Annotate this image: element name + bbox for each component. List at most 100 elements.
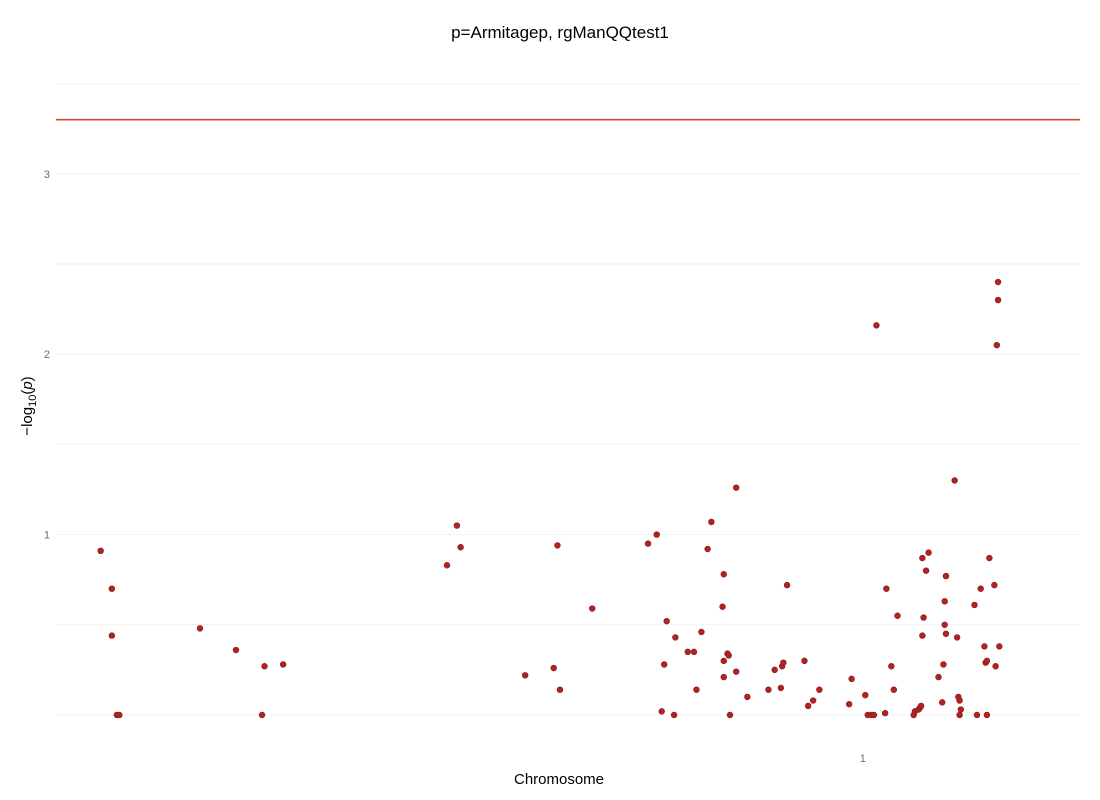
y-tick-labels: 1 2 3 (44, 169, 50, 542)
data-point (942, 572, 950, 580)
data-point (940, 661, 947, 668)
data-point (942, 630, 950, 637)
data-point (550, 664, 557, 672)
data-point (698, 628, 705, 636)
y-tick-label: 3 (44, 169, 50, 181)
x-tick-label: 1 (860, 753, 866, 765)
y-axis-label-variable: p (19, 381, 36, 390)
data-point (848, 675, 855, 683)
data-point (981, 643, 988, 650)
gridlines (56, 83, 1080, 716)
data-point (890, 686, 898, 693)
data-point (983, 711, 991, 719)
data-point (704, 545, 711, 553)
data-point (873, 322, 880, 329)
data-point (116, 711, 123, 719)
data-point (780, 659, 787, 666)
data-point (888, 663, 895, 670)
y-axis-label-open: ( (19, 390, 36, 395)
data-point (279, 661, 287, 668)
data-point (883, 585, 890, 592)
data-point (719, 603, 726, 610)
data-point (663, 617, 670, 625)
data-point (108, 632, 116, 639)
x-axis-label: Chromosome (514, 771, 604, 788)
data-point (556, 686, 564, 693)
data-point (660, 661, 668, 668)
data-point (919, 554, 926, 562)
data-point (986, 554, 993, 562)
data-point (672, 634, 679, 641)
data-point (453, 522, 461, 529)
data-point (554, 542, 561, 549)
data-point (956, 697, 963, 704)
data-point (971, 601, 978, 609)
y-axis-label-close: ) (19, 376, 36, 381)
data-point (653, 531, 660, 538)
data-point (708, 518, 715, 526)
data-point (108, 585, 116, 592)
data-point (994, 296, 1002, 304)
data-point (771, 666, 778, 674)
data-point (670, 711, 678, 719)
data-point (991, 581, 998, 589)
data-point (894, 612, 901, 619)
data-point (816, 686, 823, 693)
data-point (684, 648, 691, 656)
data-point (744, 693, 751, 701)
data-point (881, 709, 889, 717)
data-points (97, 278, 1003, 719)
data-point (919, 632, 926, 639)
data-point (977, 585, 984, 592)
data-point (920, 614, 927, 621)
data-point (658, 708, 665, 715)
data-point (196, 625, 204, 632)
y-axis-label-subscript: 10 (27, 395, 39, 407)
data-point (922, 567, 930, 574)
data-point (521, 672, 529, 679)
data-point (953, 634, 961, 641)
data-point (720, 657, 727, 665)
data-point (845, 700, 853, 708)
data-point (941, 598, 948, 605)
data-point (589, 605, 596, 612)
data-point (804, 702, 812, 710)
data-point (809, 697, 817, 704)
data-point (870, 711, 878, 719)
data-point (935, 673, 942, 681)
data-point (992, 663, 999, 670)
y-axis-label-prefix: −log (19, 407, 36, 436)
data-point (801, 657, 808, 665)
data-point (941, 621, 948, 628)
data-point (777, 684, 785, 692)
data-point (457, 544, 464, 551)
data-point (957, 706, 965, 713)
data-point (862, 691, 869, 699)
data-point (443, 562, 451, 569)
data-point (720, 571, 727, 578)
data-point (258, 711, 266, 719)
data-point (996, 643, 1003, 650)
data-point (732, 668, 740, 675)
data-point (644, 540, 652, 547)
data-point (983, 657, 991, 665)
data-point (261, 663, 268, 670)
y-tick-label: 1 (44, 530, 50, 542)
data-point (951, 477, 958, 484)
data-point (939, 699, 946, 706)
y-axis-label: −log10(p) (19, 376, 39, 435)
data-point (994, 278, 1002, 286)
data-point (783, 581, 791, 589)
data-point (917, 702, 925, 710)
data-point (726, 711, 734, 719)
data-point (973, 711, 981, 719)
data-point (925, 549, 932, 556)
data-point (725, 652, 732, 659)
data-point (97, 547, 104, 555)
y-tick-label: 2 (44, 349, 50, 361)
data-point (732, 484, 740, 491)
chart-title: p=Armitagep, rgManQQtest1 (451, 23, 669, 42)
x-tick-labels: 1 (860, 753, 866, 765)
data-point (720, 673, 727, 681)
